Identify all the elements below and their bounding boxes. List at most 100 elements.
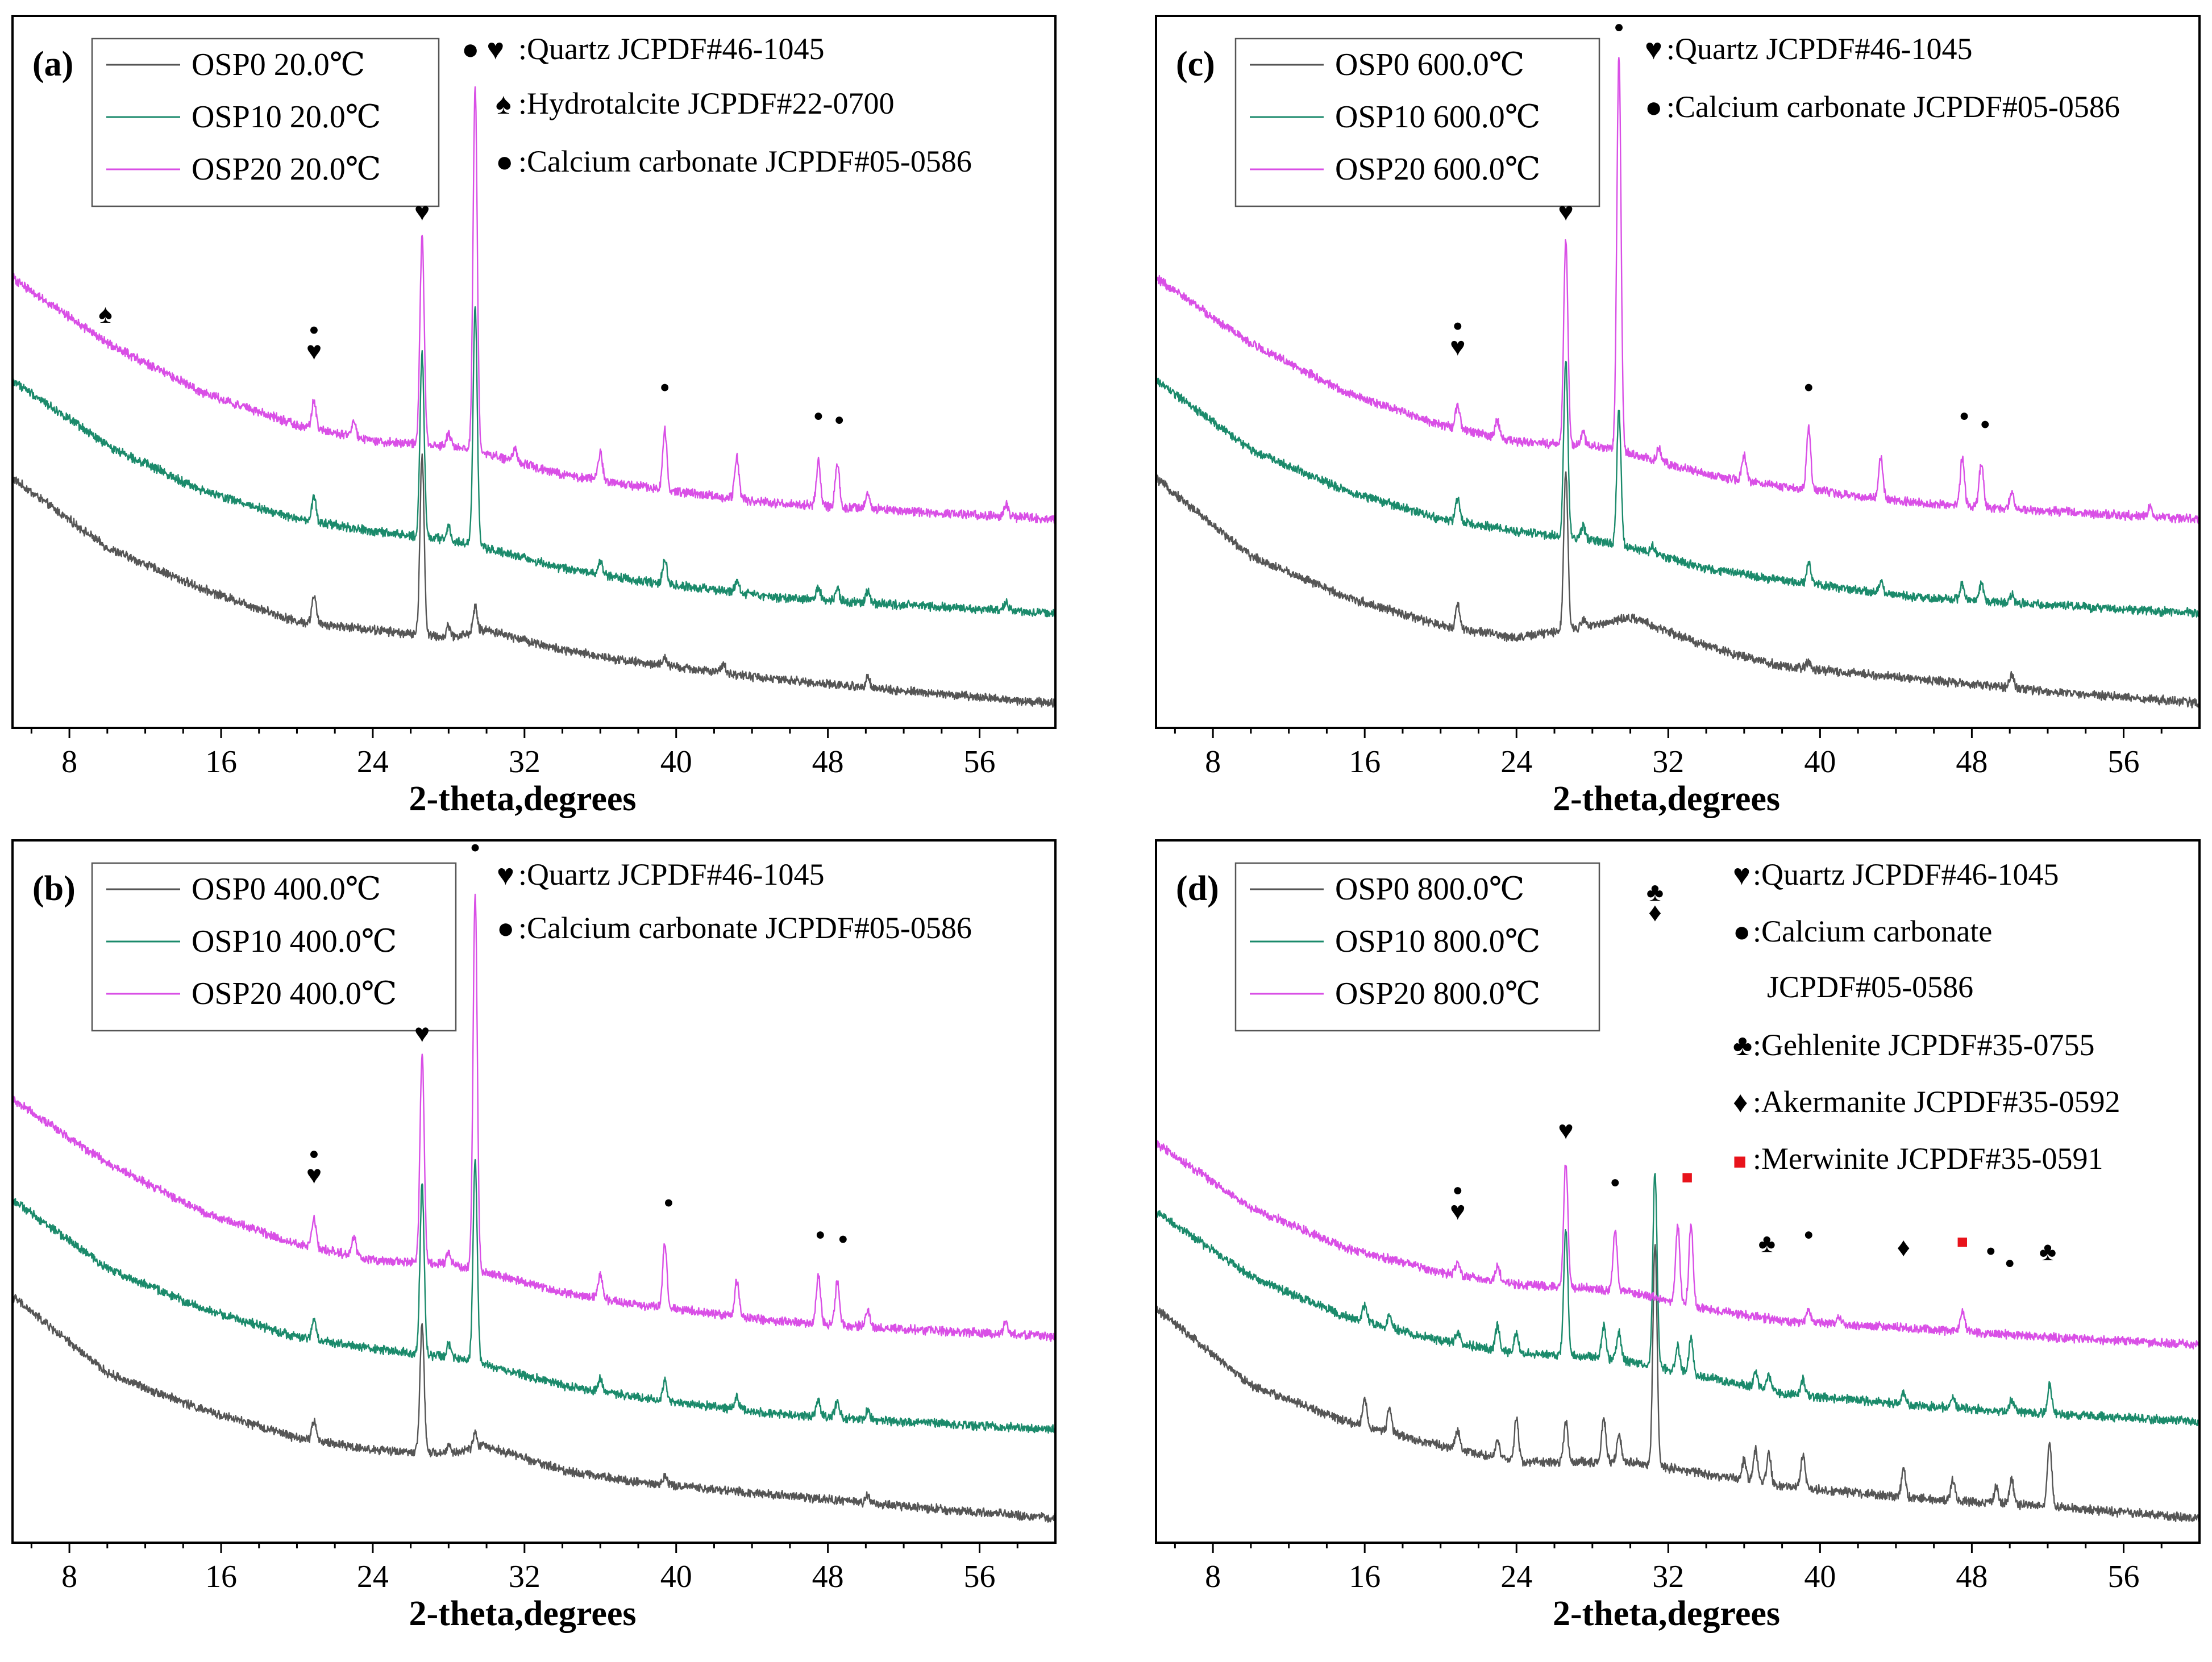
x-tick-label: 48	[812, 1559, 844, 1594]
x-axis-label: 2-theta,degrees	[1553, 780, 1780, 818]
series-line-osp10	[1155, 1173, 2201, 1427]
legend-label: OSP20 600.0℃	[1335, 152, 1540, 187]
annotation-symbol: ●	[1733, 916, 1751, 948]
plot-frame	[1155, 839, 2201, 1544]
panel-label: (d)	[1176, 869, 1219, 908]
peak-marker: ♥	[414, 1019, 430, 1048]
legend-label: OSP0 20.0℃	[192, 47, 365, 82]
peak-marker: ●	[2005, 1253, 2015, 1272]
peak-marker: ♣	[1646, 878, 1664, 907]
peak-marker: ●	[838, 1229, 848, 1248]
series-line-osp20	[1155, 57, 2201, 524]
annotation-symbol: ●	[1645, 91, 1662, 124]
legend-box	[91, 862, 457, 1032]
x-tick-label: 56	[2107, 1559, 2139, 1594]
panel-label: (c)	[1176, 45, 1215, 84]
annotation-symbol: ♥	[497, 859, 514, 892]
annotation-text: :Hydrotalcite JCPDF#22-0700	[518, 86, 894, 120]
x-tick-label: 8	[1205, 744, 1221, 780]
x-axis-label: 2-theta,degrees	[409, 1594, 636, 1633]
legend-box	[1234, 38, 1600, 207]
peak-marker: ●	[309, 1144, 319, 1163]
x-tick-label: 16	[1349, 1559, 1381, 1594]
x-tick-label: 32	[509, 1559, 540, 1594]
peak-marker: ♠	[98, 299, 112, 328]
annotation-symbol: ♦	[1733, 1086, 1748, 1119]
x-tick-label: 48	[812, 744, 844, 780]
legend-label: OSP0 600.0℃	[1335, 47, 1524, 82]
annotation-text: :Quartz JCPDF#46-1045	[518, 32, 825, 66]
peak-marker: ♥	[1450, 1197, 1465, 1226]
x-tick-label: 40	[660, 1559, 692, 1594]
legend-label: OSP0 400.0℃	[192, 872, 381, 907]
series-line-osp0	[11, 1294, 1057, 1523]
annotation-symbol: ♥	[1645, 34, 1662, 66]
annotation-symbol: ♣	[1733, 1030, 1752, 1062]
series-line-osp20	[1155, 1140, 2201, 1350]
peak-marker: ■	[1956, 1231, 1968, 1252]
x-tick-label: 48	[1956, 744, 1988, 780]
legend-box	[1234, 862, 1600, 1032]
peak-marker: ♥	[1558, 1116, 1573, 1145]
peak-marker: ♥	[306, 1160, 322, 1189]
x-tick-label: 24	[1500, 1559, 1532, 1594]
peak-marker: ♥	[414, 197, 430, 226]
peak-marker: ♥	[1450, 332, 1465, 361]
peak-marker: ●	[1803, 1225, 1814, 1244]
x-tick-label: 56	[964, 1559, 996, 1594]
peak-marker: ■	[1681, 1167, 1693, 1188]
series-line-osp0	[12, 453, 1057, 708]
peak-marker: ●	[470, 838, 480, 856]
legend-label: OSP0 800.0℃	[1335, 872, 1524, 907]
series-line-osp10	[1155, 360, 2201, 618]
x-axis-label: 2-theta,degrees	[409, 780, 636, 818]
peak-marker: ●	[1610, 1173, 1620, 1192]
annotation-symbol: ■	[1733, 1148, 1747, 1174]
peak-marker: ●	[834, 410, 845, 429]
peak-marker: ●	[813, 406, 824, 425]
annotation-symbol: ♠	[496, 88, 512, 120]
x-tick-label: 8	[1205, 1559, 1221, 1594]
peak-marker: ●	[1986, 1242, 1996, 1260]
peak-marker: ●	[815, 1225, 825, 1244]
peak-marker: ●	[1980, 414, 1990, 433]
peak-marker: ♣	[2039, 1237, 2056, 1266]
x-tick-label: 24	[357, 1559, 389, 1594]
peak-marker: ♦	[1648, 898, 1661, 927]
peak-marker: ●	[663, 1193, 673, 1211]
legend-label: OSP20 20.0℃	[192, 152, 381, 187]
annotation-text: :Calcium carbonate JCPDF#05-0586	[1666, 90, 2120, 124]
x-tick-label: 40	[1804, 744, 1836, 780]
legend-box	[91, 38, 440, 207]
x-tick-label: 24	[357, 744, 389, 780]
annotation-text: :Akermanite JCPDF#35-0592	[1753, 1085, 2120, 1119]
annotation-text: :Quartz JCPDF#46-1045	[1666, 32, 1973, 66]
legend-label: OSP10 20.0℃	[192, 99, 381, 135]
panel-label: (b)	[32, 869, 76, 908]
annotation-text: :Quartz JCPDF#46-1045	[1753, 857, 2059, 892]
series-line-osp20	[11, 893, 1057, 1342]
plot-frame	[11, 15, 1057, 729]
x-tick-label: 24	[1500, 744, 1532, 780]
peak-marker: ♦	[1897, 1233, 1910, 1262]
peak-marker: ♥	[1558, 197, 1573, 226]
plot-frame	[11, 839, 1057, 1544]
peak-marker: ●	[1453, 316, 1463, 335]
peak-marker: ●	[660, 378, 670, 397]
peak-marker: ●	[1803, 378, 1814, 397]
panel-label: (a)	[32, 45, 73, 84]
annotation-text: :Calcium carbonate JCPDF#05-0586	[518, 911, 972, 945]
annotation-text: :Gehlenite JCPDF#35-0755	[1753, 1028, 2095, 1062]
x-tick-label: 56	[2107, 744, 2139, 780]
legend-label: OSP20 800.0℃	[1335, 976, 1540, 1011]
annotation-symbol: ● ♥	[461, 34, 504, 66]
x-tick-label: 8	[61, 1559, 77, 1594]
series-line-osp0	[1155, 1244, 2201, 1522]
annotation-text: :Merwinite JCPDF#35-0591	[1753, 1142, 2103, 1176]
x-tick-label: 40	[660, 744, 692, 780]
annotation-symbol: ●	[496, 146, 513, 178]
